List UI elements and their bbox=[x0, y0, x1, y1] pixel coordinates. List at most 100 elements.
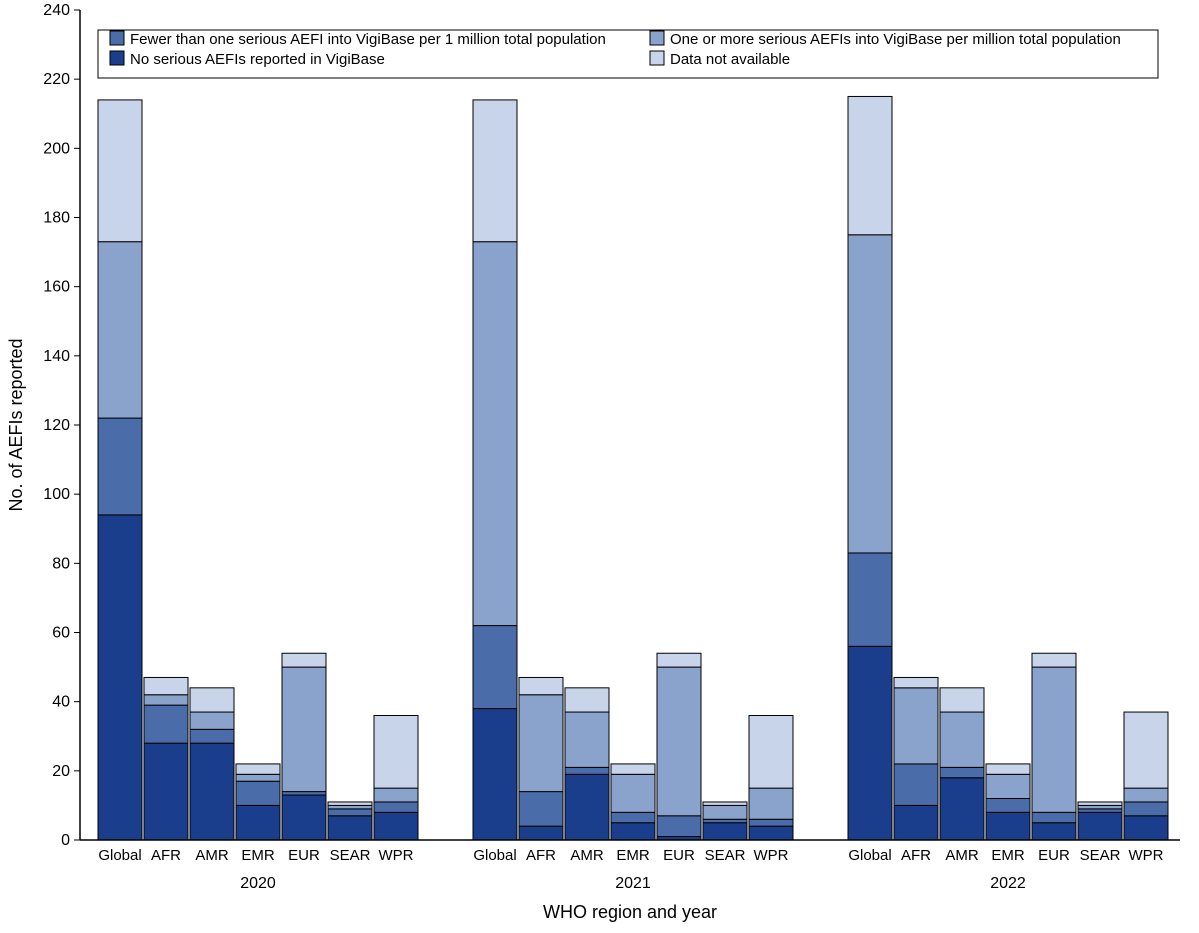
y-tick-label: 120 bbox=[43, 417, 70, 434]
legend-swatch bbox=[650, 31, 664, 45]
bar-segment bbox=[473, 100, 517, 242]
bar-segment bbox=[703, 819, 747, 822]
y-tick-label: 20 bbox=[52, 763, 70, 780]
y-tick-label: 140 bbox=[43, 348, 70, 365]
bar-segment bbox=[190, 729, 234, 743]
x-category-label: SEAR bbox=[330, 847, 371, 864]
x-category-label: AMR bbox=[195, 847, 229, 864]
bar-segment bbox=[940, 778, 984, 840]
bar-segment bbox=[703, 823, 747, 840]
bar-segment bbox=[565, 688, 609, 712]
x-axis-title: WHO region and year bbox=[543, 902, 717, 922]
bar-segment bbox=[657, 653, 701, 667]
legend-label: Data not available bbox=[670, 51, 790, 68]
bar-segment bbox=[1078, 812, 1122, 840]
bar-segment bbox=[1032, 812, 1076, 822]
bar-segment bbox=[98, 515, 142, 840]
bar-segment bbox=[374, 802, 418, 812]
bar-segment bbox=[848, 235, 892, 553]
x-category-label: AFR bbox=[151, 847, 181, 864]
bar-segment bbox=[749, 826, 793, 840]
bar-segment bbox=[236, 781, 280, 805]
bar-segment bbox=[519, 677, 563, 694]
y-tick-label: 40 bbox=[52, 694, 70, 711]
x-category-label: EMR bbox=[241, 847, 275, 864]
x-category-label: WPR bbox=[754, 847, 789, 864]
bar-segment bbox=[98, 418, 142, 515]
bar-segment bbox=[328, 816, 372, 840]
bar-segment bbox=[1124, 816, 1168, 840]
y-axis-title: No. of AEFIs reported bbox=[6, 338, 26, 511]
bar-segment bbox=[986, 764, 1030, 774]
bar-segment bbox=[940, 688, 984, 712]
bar-segment bbox=[1078, 809, 1122, 812]
bar-segment bbox=[1078, 802, 1122, 805]
x-category-label: SEAR bbox=[705, 847, 746, 864]
bar-segment bbox=[328, 802, 372, 805]
x-category-label: SEAR bbox=[1080, 847, 1121, 864]
bar-segment bbox=[98, 100, 142, 242]
x-category-label: AFR bbox=[901, 847, 931, 864]
stacked-bar-chart: 020406080100120140160180200220240GlobalA… bbox=[0, 0, 1199, 933]
bar-segment bbox=[98, 242, 142, 418]
bar-segment bbox=[282, 667, 326, 792]
bar-segment bbox=[1078, 805, 1122, 808]
bar-segment bbox=[611, 774, 655, 812]
y-tick-label: 60 bbox=[52, 625, 70, 642]
legend-swatch bbox=[110, 31, 124, 45]
bar-segment bbox=[519, 792, 563, 827]
bar-segment bbox=[703, 802, 747, 805]
bar-segment bbox=[565, 767, 609, 774]
y-tick-label: 80 bbox=[52, 555, 70, 572]
x-category-label: Global bbox=[848, 847, 891, 864]
bar-segment bbox=[473, 709, 517, 840]
bar-segment bbox=[611, 812, 655, 822]
y-tick-label: 180 bbox=[43, 210, 70, 227]
bar-segment bbox=[190, 712, 234, 729]
bar-segment bbox=[374, 812, 418, 840]
bar-segment bbox=[848, 96, 892, 234]
bar-segment bbox=[749, 788, 793, 819]
x-year-label: 2022 bbox=[990, 875, 1026, 892]
bar-segment bbox=[749, 716, 793, 789]
bar-segment bbox=[1124, 788, 1168, 802]
bar-segment bbox=[328, 809, 372, 816]
bar-segment bbox=[986, 774, 1030, 798]
x-category-label: WPR bbox=[1129, 847, 1164, 864]
y-tick-label: 100 bbox=[43, 486, 70, 503]
bar-segment bbox=[473, 242, 517, 626]
x-category-label: Global bbox=[98, 847, 141, 864]
bar-segment bbox=[144, 743, 188, 840]
legend-swatch bbox=[110, 51, 124, 65]
x-category-label: WPR bbox=[379, 847, 414, 864]
x-category-label: EMR bbox=[991, 847, 1025, 864]
legend-label: No serious AEFIs reported in VigiBase bbox=[130, 51, 385, 68]
x-year-label: 2020 bbox=[240, 875, 276, 892]
bar-segment bbox=[657, 816, 701, 837]
chart-container: 020406080100120140160180200220240GlobalA… bbox=[0, 0, 1199, 933]
bar-segment bbox=[190, 688, 234, 712]
bar-segment bbox=[236, 764, 280, 774]
bar-segment bbox=[1124, 802, 1168, 816]
bar-segment bbox=[144, 677, 188, 694]
x-category-label: Global bbox=[473, 847, 516, 864]
bar-segment bbox=[986, 799, 1030, 813]
bar-segment bbox=[986, 812, 1030, 840]
bar-segment bbox=[940, 767, 984, 777]
x-category-label: EUR bbox=[288, 847, 320, 864]
y-tick-label: 0 bbox=[61, 832, 70, 849]
bar-segment bbox=[1032, 667, 1076, 812]
bar-segment bbox=[473, 626, 517, 709]
x-category-label: AMR bbox=[570, 847, 604, 864]
legend-swatch bbox=[650, 51, 664, 65]
bar-segment bbox=[611, 823, 655, 840]
bar-segment bbox=[894, 677, 938, 687]
bar-segment bbox=[328, 805, 372, 808]
bar-segment bbox=[894, 764, 938, 806]
bar-segment bbox=[519, 695, 563, 792]
bar-segment bbox=[848, 553, 892, 646]
bar-segment bbox=[519, 826, 563, 840]
bar-segment bbox=[144, 695, 188, 705]
legend-label: Fewer than one serious AEFI into VigiBas… bbox=[130, 31, 606, 48]
y-tick-label: 240 bbox=[43, 2, 70, 19]
